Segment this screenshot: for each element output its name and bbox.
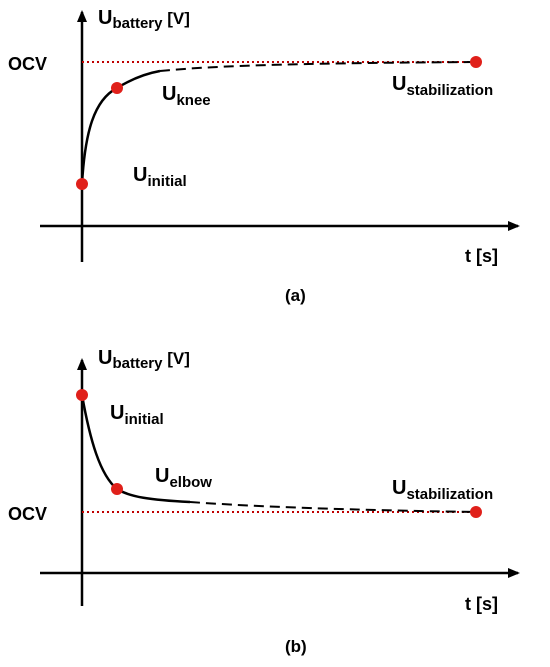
panel-a-stabilization-point: [470, 56, 482, 68]
panel-b-x-axis-label: t [s]: [465, 594, 498, 614]
panel-a-knee-point: [111, 82, 123, 94]
panel-a-ocv-label: OCV: [8, 54, 47, 74]
panel-b-curve-dashed: [189, 501, 477, 513]
panel-b-stabilization-label: Ustabilization: [392, 477, 493, 503]
panel-b-initial-point: [76, 389, 88, 401]
panel-b-stabilization-point: [470, 506, 482, 518]
panel-b-y-axis-label: Ubattery [V]: [98, 347, 190, 372]
panel-b-elbow-point: [111, 483, 123, 495]
panel-a-initial-point: [76, 178, 88, 190]
panel-b-initial-label: Uinitial: [110, 402, 164, 428]
panel-b-ocv-label: OCV: [8, 504, 47, 524]
panel-b-caption: (b): [285, 637, 307, 656]
panel-b-elbow-label: Uelbow: [155, 465, 212, 491]
panel-a-x-axis-label: t [s]: [465, 246, 498, 266]
panel-a-initial-label: Uinitial: [133, 164, 187, 190]
panel-a-stabilization-label: Ustabilization: [392, 73, 493, 99]
panel-a: Ubattery [V] OCV Uknee Uinitial Ustabili…: [8, 7, 520, 305]
panel-a-curve-dashed: [159, 61, 477, 72]
panel-a-knee-label: Uknee: [162, 83, 211, 109]
panel-a-caption: (a): [285, 286, 306, 305]
panel-a-y-axis-label: Ubattery [V]: [98, 7, 190, 32]
panel-b: Ubattery [V] Uinitial Uelbow OCV Ustabil…: [8, 347, 520, 656]
